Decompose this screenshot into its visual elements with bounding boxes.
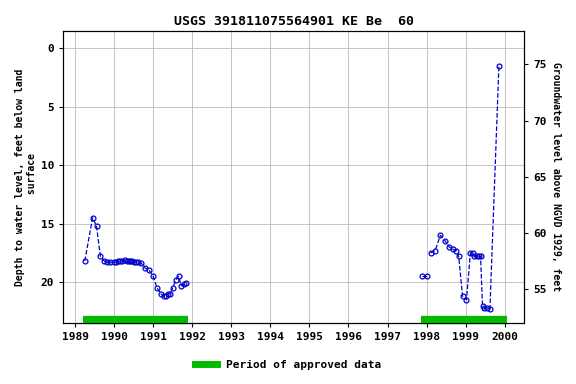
Legend: Period of approved data: Period of approved data — [191, 356, 385, 375]
Y-axis label: Groundwater level above NGVD 1929, feet: Groundwater level above NGVD 1929, feet — [551, 62, 561, 291]
Y-axis label: Depth to water level, feet below land
 surface: Depth to water level, feet below land su… — [15, 68, 37, 286]
Title: USGS 391811075564901 KE Be  60: USGS 391811075564901 KE Be 60 — [174, 15, 414, 28]
